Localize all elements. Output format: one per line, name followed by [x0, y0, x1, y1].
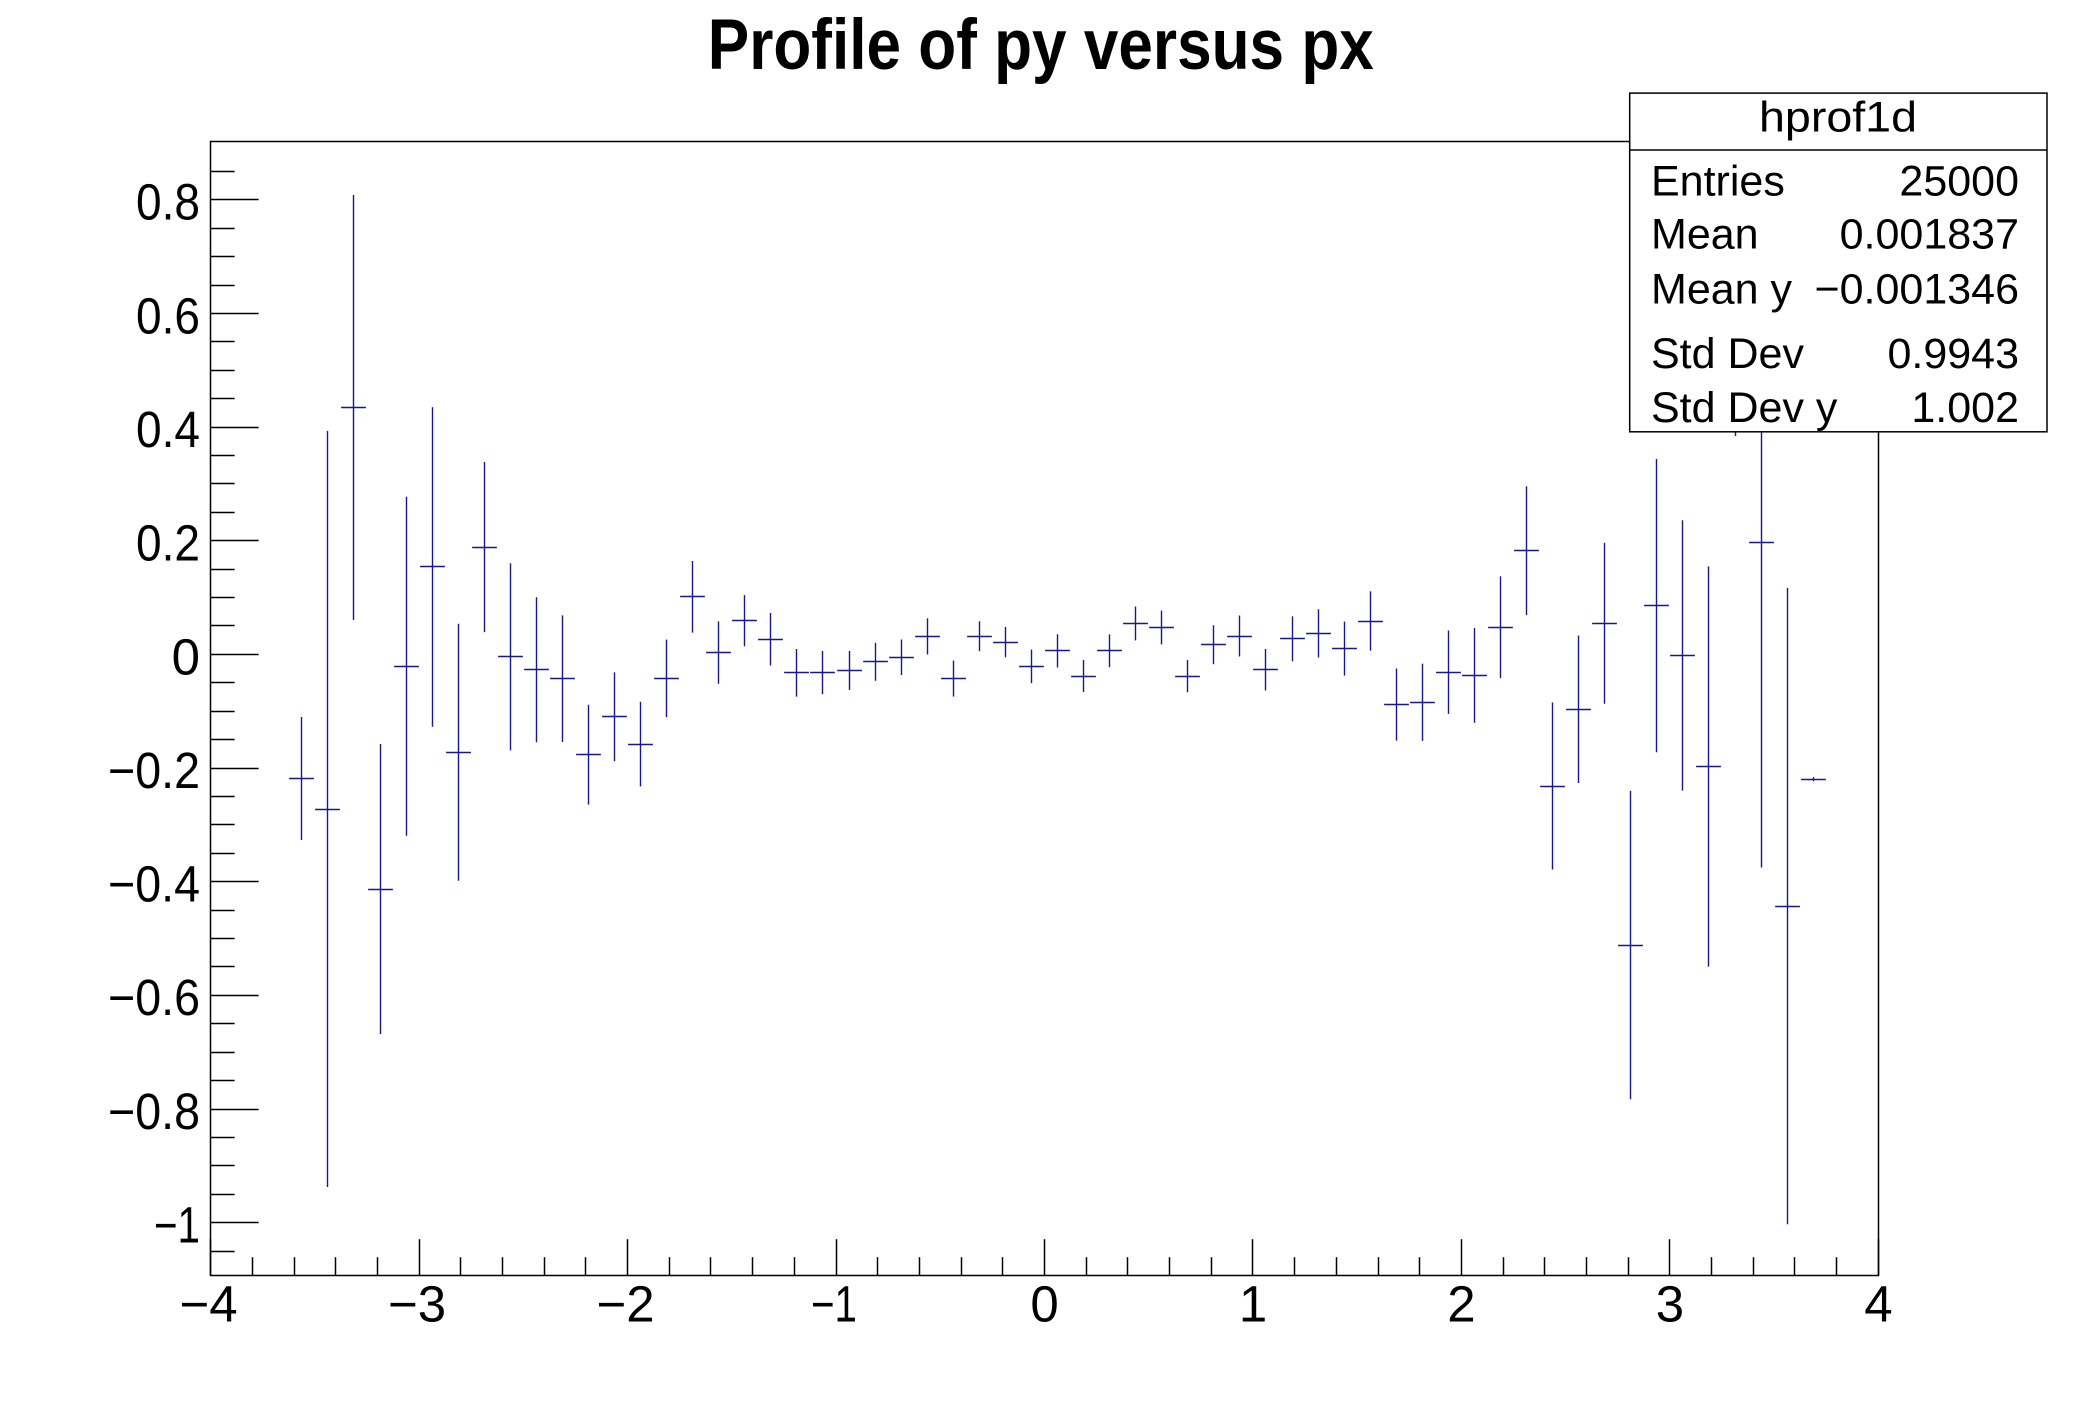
svg-text:−3: −3 [388, 1276, 446, 1333]
svg-text:Std Dev y: Std Dev y [1651, 384, 1838, 432]
svg-text:−1: −1 [811, 1276, 857, 1333]
svg-text:hprof1d: hprof1d [1759, 94, 1917, 142]
svg-text:−2: −2 [597, 1276, 655, 1333]
svg-text:Entries: Entries [1651, 158, 1785, 206]
svg-text:Std Dev: Std Dev [1651, 330, 1804, 378]
svg-text:0: 0 [1030, 1276, 1058, 1333]
svg-text:Mean: Mean [1651, 211, 1759, 259]
svg-text:Profile of py versus px: Profile of py versus px [708, 6, 1374, 85]
svg-text:−0.001346: −0.001346 [1815, 266, 2019, 314]
svg-text:0.2: 0.2 [136, 515, 200, 572]
svg-text:25000: 25000 [1899, 158, 2019, 206]
svg-text:3: 3 [1656, 1276, 1684, 1333]
svg-text:0.4: 0.4 [136, 401, 200, 458]
svg-text:−4: −4 [180, 1276, 238, 1333]
svg-text:0.6: 0.6 [136, 287, 200, 344]
svg-text:−0.4: −0.4 [108, 856, 200, 913]
svg-text:−0.8: −0.8 [108, 1083, 200, 1140]
svg-text:−0.6: −0.6 [108, 969, 200, 1026]
svg-text:Mean y: Mean y [1651, 266, 1793, 314]
svg-text:0.9943: 0.9943 [1887, 330, 2019, 378]
svg-text:0: 0 [172, 628, 200, 685]
svg-text:0.8: 0.8 [136, 174, 200, 231]
svg-text:1.002: 1.002 [1911, 384, 2019, 432]
svg-text:1: 1 [1239, 1276, 1267, 1333]
svg-text:2: 2 [1447, 1276, 1475, 1333]
svg-text:0.001837: 0.001837 [1840, 211, 2019, 259]
svg-text:4: 4 [1864, 1276, 1892, 1333]
svg-text:−1: −1 [154, 1197, 200, 1254]
svg-text:−0.2: −0.2 [108, 742, 200, 799]
